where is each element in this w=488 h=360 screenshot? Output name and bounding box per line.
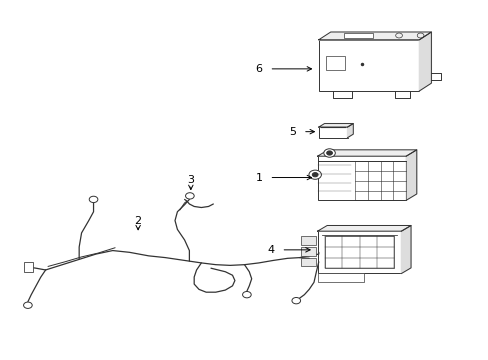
Bar: [24, 262, 33, 272]
Circle shape: [291, 297, 300, 304]
Text: 4: 4: [267, 245, 274, 255]
Polygon shape: [318, 123, 352, 127]
Polygon shape: [317, 150, 416, 156]
FancyBboxPatch shape: [300, 247, 316, 256]
Circle shape: [185, 193, 194, 199]
Text: 2: 2: [134, 216, 142, 226]
Polygon shape: [318, 32, 430, 40]
Bar: [318, 127, 347, 138]
Circle shape: [23, 302, 32, 309]
Text: 3: 3: [187, 175, 194, 185]
Text: 5: 5: [288, 127, 295, 137]
Circle shape: [312, 172, 317, 177]
FancyBboxPatch shape: [300, 237, 316, 245]
Polygon shape: [406, 150, 416, 200]
Bar: [324, 237, 393, 268]
Circle shape: [89, 196, 98, 203]
Bar: [317, 156, 406, 200]
Bar: [325, 57, 345, 71]
Circle shape: [242, 292, 251, 298]
Bar: [317, 231, 401, 274]
Text: 1: 1: [255, 172, 262, 183]
Polygon shape: [401, 225, 410, 274]
Polygon shape: [317, 225, 410, 231]
Polygon shape: [347, 123, 352, 138]
Circle shape: [308, 170, 321, 179]
Bar: [318, 40, 419, 91]
Bar: [343, 33, 372, 38]
Circle shape: [326, 151, 332, 155]
Polygon shape: [419, 32, 430, 91]
Bar: [317, 274, 363, 282]
FancyBboxPatch shape: [300, 258, 316, 266]
Circle shape: [323, 149, 335, 157]
Text: 6: 6: [255, 64, 262, 74]
